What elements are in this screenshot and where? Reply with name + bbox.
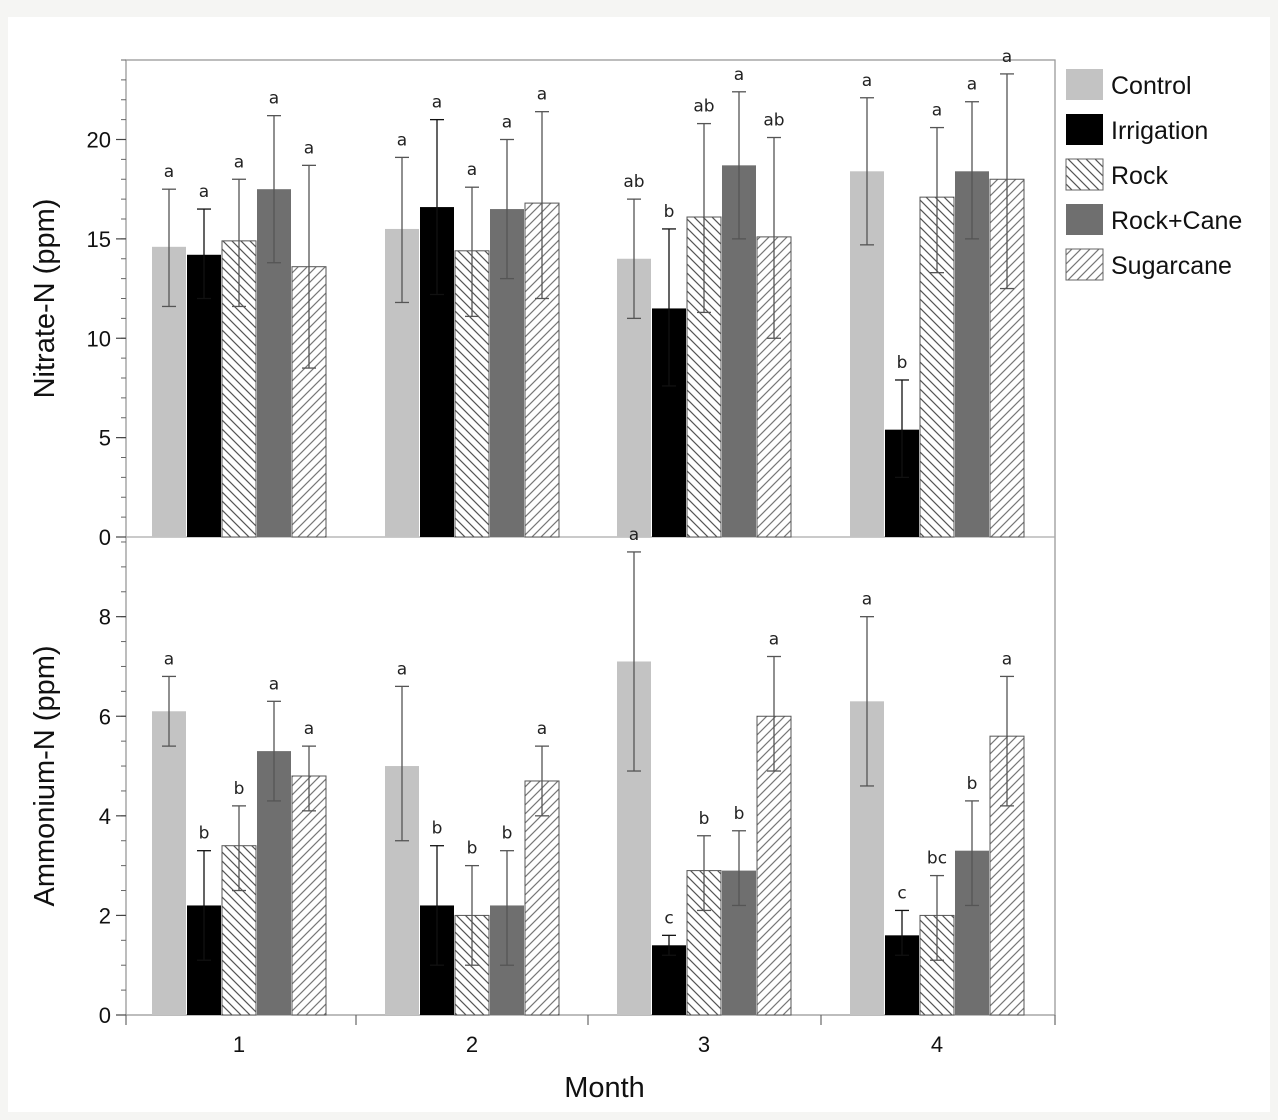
nitrate-significance-letter: ab	[623, 172, 644, 192]
ammonium-significance-letter: b	[199, 824, 210, 844]
x-tick-label: 4	[931, 1032, 943, 1057]
legend-label-irrigation: Irrigation	[1111, 117, 1208, 145]
nitrate-significance-letter: a	[467, 160, 477, 180]
x-axis-title: Month	[564, 1072, 645, 1104]
nitrate-significance-letter: a	[304, 138, 314, 158]
ammonium-y-tick-label: 6	[99, 704, 111, 729]
ammonium-significance-letter: a	[629, 525, 639, 545]
nitrate-significance-letter: a	[1002, 47, 1012, 67]
nitrate-significance-letter: a	[967, 75, 977, 95]
ammonium-significance-letter: a	[862, 590, 872, 610]
legend-swatch-rock	[1065, 158, 1104, 191]
legend-label-control: Control	[1111, 72, 1192, 100]
nitrate-y-tick-label: 0	[99, 525, 111, 550]
ammonium-significance-letter: a	[269, 674, 279, 694]
ammonium-significance-letter: b	[432, 819, 443, 839]
figure: 0 5 10 15 20 Nitrate-N (ppm) a a ab a a a b b a a ab a a a a…	[8, 17, 1270, 1112]
nitrate-significance-letter: a	[932, 101, 942, 121]
nitrate-significance-letter: a	[269, 89, 279, 109]
ammonium-significance-letter: b	[467, 839, 478, 859]
ammonium-significance-letter: b	[234, 779, 245, 799]
ammonium-bar-irrigation-month-3	[652, 945, 686, 1015]
legend-label-rock-cane: Rock+Cane	[1111, 207, 1242, 235]
x-tick-label: 2	[466, 1032, 478, 1057]
ammonium-significance-letter: a	[537, 719, 547, 739]
legend-label-rock: Rock	[1111, 162, 1168, 190]
ammonium-significance-letter: a	[164, 649, 174, 669]
nitrate-significance-letter: ab	[693, 97, 714, 117]
ammonium-significance-letter: a	[397, 659, 407, 679]
nitrate-significance-letter: a	[164, 162, 174, 182]
legend-swatch-irrigation	[1066, 114, 1103, 145]
ammonium-bar-sugarcane-month-1	[291, 775, 327, 1016]
ammonium-significance-letter: b	[699, 809, 710, 829]
ammonium-y-tick-label: 2	[99, 903, 111, 928]
ammonium-significance-letter: b	[502, 824, 513, 844]
x-tick-label: 1	[233, 1032, 245, 1057]
ammonium-y-axis-title: Ammonium-N (ppm)	[29, 645, 61, 906]
ammonium-significance-letter: a	[769, 630, 779, 650]
ammonium-y-tick-label: 0	[99, 1003, 111, 1028]
ammonium-bar-sugarcane-month-4	[989, 735, 1025, 1016]
legend-swatch-rock-cane	[1066, 204, 1103, 235]
ammonium-significance-letter: b	[734, 804, 745, 824]
nitrate-significance-letter: a	[432, 93, 442, 113]
nitrate-significance-letter: a	[234, 152, 244, 172]
x-tick-label: 3	[698, 1032, 710, 1057]
legend-swatch-sugarcane	[1065, 248, 1104, 281]
nitrate-y-tick-label: 5	[99, 426, 111, 451]
nitrate-significance-letter: a	[537, 85, 547, 105]
nitrate-significance-letter: ab	[763, 111, 784, 131]
ammonium-significance-letter: bc	[927, 849, 947, 869]
ammonium-y-tick-label: 4	[99, 804, 111, 829]
nitrate-y-axis-title: Nitrate-N (ppm)	[29, 199, 61, 399]
ammonium-significance-letter: a	[304, 719, 314, 739]
nitrate-significance-letter: a	[734, 65, 744, 85]
ammonium-bar-sugarcane-month-2	[524, 780, 560, 1016]
nitrate-significance-letter: b	[664, 202, 675, 222]
ammonium-significance-letter: b	[967, 774, 978, 794]
nitrate-bar-irrigation-month-1	[187, 254, 221, 537]
legend-swatch-control	[1066, 69, 1103, 100]
nitrate-y-tick-label: 20	[87, 128, 111, 153]
nitrate-significance-letter: a	[862, 71, 872, 91]
ammonium-significance-letter: c	[664, 908, 673, 928]
ammonium-y-tick-label: 8	[99, 605, 111, 630]
nitrate-significance-letter: b	[897, 353, 908, 373]
nitrate-y-tick-label: 10	[87, 326, 111, 351]
nitrate-significance-letter: a	[199, 182, 209, 202]
legend-label-sugarcane: Sugarcane	[1111, 252, 1232, 280]
nitrate-significance-letter: a	[502, 113, 512, 133]
nitrate-significance-letter: a	[397, 130, 407, 150]
ammonium-significance-letter: a	[1002, 649, 1012, 669]
ammonium-significance-letter: c	[897, 883, 906, 903]
ammonium-bar-control-month-1	[152, 711, 186, 1015]
nitrate-y-tick-label: 15	[87, 227, 111, 252]
